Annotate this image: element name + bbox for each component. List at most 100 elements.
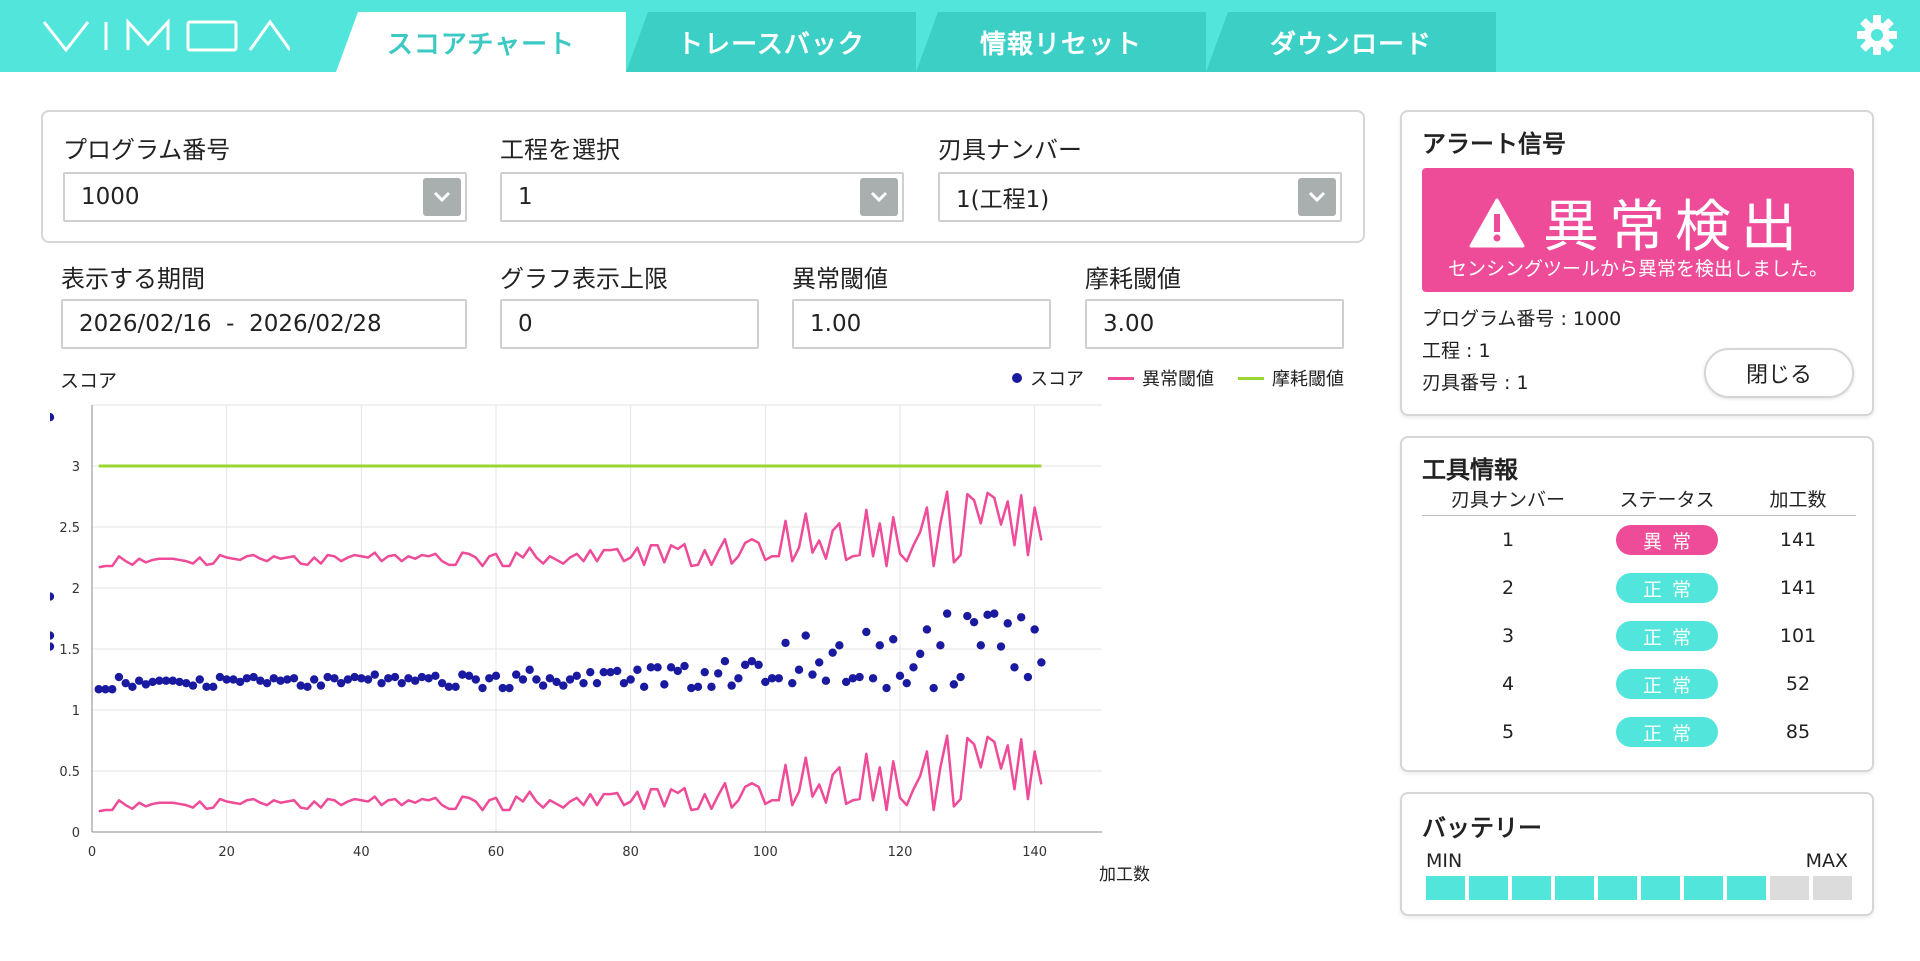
chevron-down-icon[interactable] <box>860 178 898 216</box>
x-tick-label: 20 <box>218 845 235 860</box>
score-point <box>525 665 534 674</box>
score-point <box>458 670 467 679</box>
score-point <box>50 592 55 601</box>
score-point <box>1003 619 1012 628</box>
score-point <box>841 677 851 687</box>
score-point <box>303 682 312 692</box>
score-point <box>693 682 703 692</box>
table-row[interactable]: 5 正常 85 <box>1422 708 1856 756</box>
x-tick-label: 80 <box>622 845 639 860</box>
tool-info-panel: 工具情報 刃具ナンバー ステータス 加工数 1 異常 141 2 正常 141 … <box>1400 436 1874 772</box>
score-point <box>222 675 231 684</box>
y-tick-label: 3 <box>72 460 80 475</box>
tab-score-chart-label: スコアチャート <box>386 29 576 60</box>
tab-download[interactable]: ダウンロード <box>1206 12 1496 72</box>
score-point <box>283 675 292 684</box>
score-point <box>956 672 965 682</box>
score-point <box>727 681 736 690</box>
chevron-down-icon[interactable] <box>1298 178 1336 216</box>
wear-threshold-input[interactable]: 3.00 <box>1085 299 1344 349</box>
score-point <box>235 677 245 687</box>
status-badge: 異常 <box>1616 525 1718 555</box>
tab-score-chart[interactable]: スコアチャート <box>336 12 626 72</box>
score-point <box>94 685 103 694</box>
score-point <box>417 672 427 682</box>
blade-select[interactable]: 1(工程1) <box>938 172 1342 222</box>
score-point <box>707 682 716 692</box>
score-point <box>532 675 541 684</box>
score-point <box>761 677 770 687</box>
tab-traceback[interactable]: トレースバック <box>626 12 916 72</box>
score-point <box>377 678 386 688</box>
score-point <box>734 674 743 683</box>
score-point <box>653 663 662 672</box>
score-point <box>384 674 393 683</box>
score-point <box>485 674 494 683</box>
score-point <box>397 678 406 688</box>
x-tick-label: 40 <box>353 845 370 860</box>
score-point <box>330 674 339 683</box>
score-point <box>464 671 474 681</box>
score-point <box>195 675 204 684</box>
graph-limit-input[interactable]: 0 <box>500 299 759 349</box>
score-point <box>209 682 218 692</box>
status-badge: 正常 <box>1616 669 1718 699</box>
tool-no: 1 <box>1501 529 1515 551</box>
score-point <box>559 681 568 690</box>
score-point <box>545 674 555 683</box>
score-point <box>990 609 999 618</box>
score-point <box>390 672 400 682</box>
score-chart: 0 20 40 60 80 100 120 140 0 0.5 1 1.5 2 2.5 3 加工数 <box>50 404 1150 885</box>
score-point <box>229 675 238 684</box>
table-row[interactable]: 3 正常 101 <box>1422 612 1856 660</box>
period-input[interactable]: 2026/02/16 - 2026/02/28 <box>61 299 467 349</box>
score-point <box>215 672 225 682</box>
score-point <box>101 685 110 694</box>
anomaly-threshold-label: 異常閾値 <box>792 265 888 293</box>
battery-segment <box>1727 876 1766 900</box>
anomaly-threshold-input[interactable]: 1.00 <box>792 299 1051 349</box>
score-point <box>451 682 460 692</box>
program-select[interactable]: 1000 <box>63 172 467 222</box>
chevron-down-icon[interactable] <box>423 178 461 216</box>
alert-panel: アラート信号 異常検出 センシングツールから異常を検出しました。 プログラム番号… <box>1400 110 1874 416</box>
battery-title: バッテリー <box>1422 814 1542 842</box>
score-point <box>168 676 177 685</box>
x-tick-label: 0 <box>88 845 96 860</box>
table-row[interactable]: 4 正常 52 <box>1422 660 1856 708</box>
legend-anomaly-line <box>1108 376 1134 380</box>
legend-wear-line <box>1238 376 1264 380</box>
status-badge: 正常 <box>1616 621 1718 651</box>
score-point <box>720 657 730 666</box>
score-point <box>747 657 757 666</box>
score-point <box>740 660 750 670</box>
score-point <box>969 617 979 627</box>
legend-anomaly-label: 異常閾値 <box>1142 369 1214 390</box>
close-button[interactable]: 閉じる <box>1704 348 1854 398</box>
table-row[interactable]: 2 正常 141 <box>1422 564 1856 612</box>
score-point <box>646 663 656 672</box>
score-point <box>437 678 447 688</box>
period-input-value: 2026/02/16 - 2026/02/28 <box>79 311 382 337</box>
gear-icon[interactable] <box>1856 14 1898 56</box>
tool-table-header: 刃具ナンバー ステータス 加工数 <box>1422 482 1856 516</box>
score-point <box>155 676 164 685</box>
score-point <box>673 666 682 676</box>
score-point <box>498 683 507 693</box>
tab-info-reset[interactable]: 情報リセット <box>916 12 1206 72</box>
score-point <box>363 675 373 684</box>
process-select[interactable]: 1 <box>500 172 904 222</box>
score-point <box>794 665 804 674</box>
score-point <box>626 675 635 684</box>
anomaly-threshold-value: 1.00 <box>810 311 862 337</box>
score-point <box>242 674 252 683</box>
score-point <box>471 675 480 684</box>
tool-no: 5 <box>1501 721 1515 743</box>
table-row[interactable]: 1 異常 141 <box>1422 516 1856 564</box>
score-point <box>256 676 265 685</box>
score-point <box>639 682 649 692</box>
score-point <box>444 682 454 692</box>
score-point <box>121 678 130 688</box>
score-point <box>1010 663 1019 672</box>
alert-process-line: 工程 : 1 <box>1422 340 1491 362</box>
